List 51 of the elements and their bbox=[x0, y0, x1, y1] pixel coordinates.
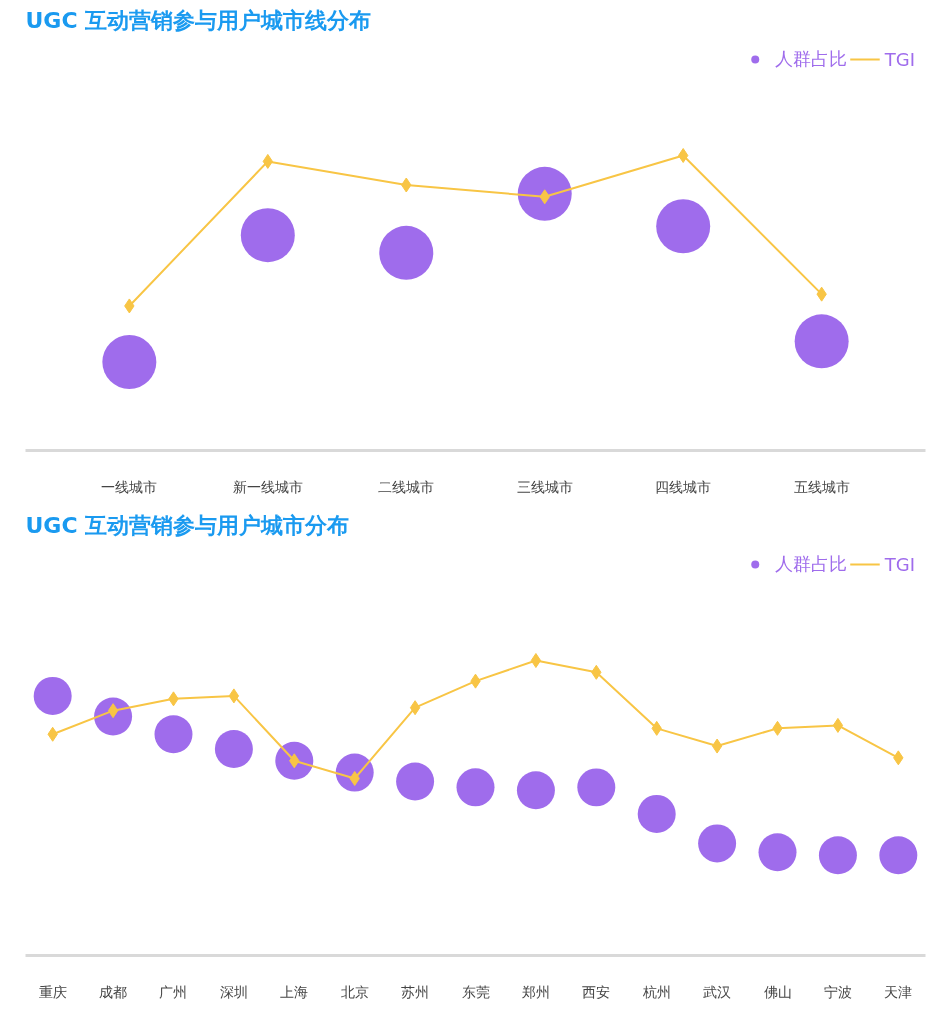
point bbox=[240, 208, 295, 263]
x-tick-label: 深圳 bbox=[219, 983, 248, 1000]
point bbox=[409, 700, 421, 716]
point bbox=[517, 166, 572, 221]
x-tick-label: 西安 bbox=[582, 983, 611, 1000]
legend-label: TGI bbox=[884, 553, 915, 575]
x-tick-label: 佛山 bbox=[763, 983, 792, 1000]
point bbox=[656, 199, 711, 254]
x-tick-label: 五线城市 bbox=[793, 478, 850, 495]
point bbox=[102, 335, 157, 389]
point bbox=[228, 688, 240, 704]
x-tick-label: 广州 bbox=[159, 983, 188, 1000]
x-tick-label: 郑州 bbox=[521, 983, 550, 1000]
point bbox=[637, 794, 676, 833]
legend-label: 人群占比 bbox=[774, 47, 847, 71]
point bbox=[832, 717, 844, 733]
point bbox=[577, 768, 616, 807]
point bbox=[456, 768, 495, 807]
point bbox=[33, 676, 72, 715]
x-tick-label: 三线城市 bbox=[516, 478, 573, 495]
point bbox=[711, 738, 723, 754]
x-tick-label: 天津 bbox=[884, 983, 913, 1000]
x-tick-label: 二线城市 bbox=[378, 478, 435, 495]
x-tick-label: 东莞 bbox=[461, 983, 490, 1000]
x-tick-label: 新一线城市 bbox=[232, 478, 303, 495]
point bbox=[758, 833, 797, 872]
x-tick-label: 苏州 bbox=[401, 983, 430, 1000]
x-tick-label: 一线城市 bbox=[101, 478, 158, 495]
point bbox=[698, 824, 737, 863]
x-tick-label: 北京 bbox=[340, 983, 369, 1000]
point bbox=[214, 730, 253, 768]
x-tick-label: 杭州 bbox=[641, 983, 671, 1000]
point bbox=[678, 148, 689, 163]
x-tick-label: 成都 bbox=[99, 983, 128, 1000]
x-tick-label: 重庆 bbox=[38, 983, 67, 1000]
x-tick-label: 武汉 bbox=[703, 983, 732, 1000]
x-tick-label: 四线城市 bbox=[655, 478, 712, 495]
legend-label: TGI bbox=[884, 48, 915, 70]
point bbox=[794, 314, 849, 369]
point bbox=[154, 715, 193, 754]
point bbox=[396, 762, 435, 801]
point bbox=[516, 771, 555, 810]
x-tick-label: 上海 bbox=[280, 983, 309, 1000]
chart-title: UGC 互动营销参与用户城市线分布 bbox=[25, 7, 372, 33]
point bbox=[818, 836, 857, 875]
point bbox=[379, 225, 434, 280]
point bbox=[879, 836, 918, 875]
x-tick-label: 宁波 bbox=[823, 983, 852, 1000]
legend-label: 人群占比 bbox=[774, 552, 847, 576]
point bbox=[530, 653, 542, 668]
chart-title: UGC 互动营销参与用户城市分布 bbox=[25, 512, 350, 538]
